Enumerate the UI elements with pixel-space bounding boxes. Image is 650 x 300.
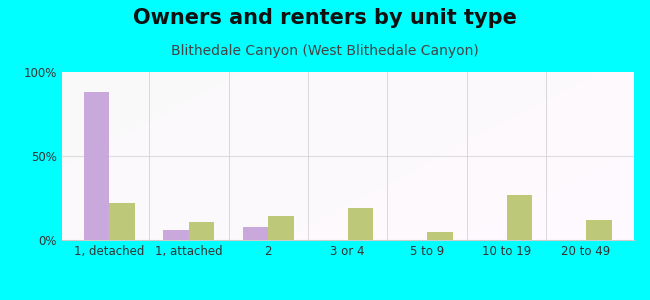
Bar bbox=[506, 195, 532, 240]
Bar bbox=[586, 220, 612, 240]
Bar bbox=[268, 217, 294, 240]
Bar bbox=[84, 92, 109, 240]
Bar bbox=[348, 208, 373, 240]
Bar bbox=[243, 226, 268, 240]
Bar bbox=[427, 232, 452, 240]
Bar bbox=[109, 203, 135, 240]
Bar bbox=[189, 221, 214, 240]
Text: Owners and renters by unit type: Owners and renters by unit type bbox=[133, 8, 517, 28]
Bar bbox=[163, 230, 189, 240]
Text: Blithedale Canyon (West Blithedale Canyon): Blithedale Canyon (West Blithedale Canyo… bbox=[171, 44, 479, 58]
